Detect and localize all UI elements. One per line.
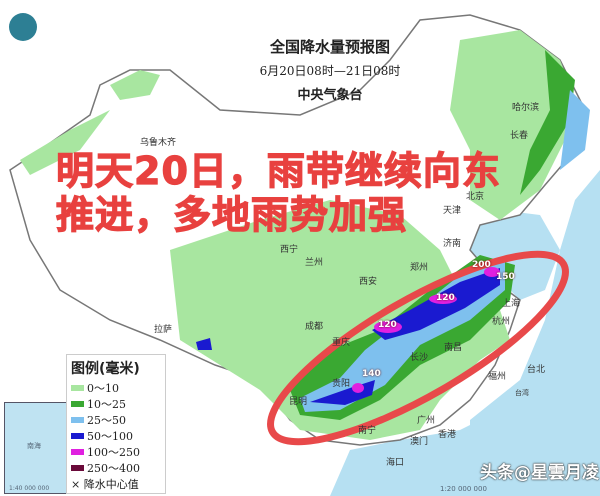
legend-swatch — [71, 385, 84, 391]
legend-item: 10～25 — [71, 396, 161, 412]
city-label: 南昌 — [444, 343, 463, 353]
city-label: 香港 — [438, 430, 457, 440]
legend-center-marker: × 降水中心值 — [71, 478, 139, 491]
legend-swatch — [71, 433, 84, 439]
rain-center-value: 200 — [472, 260, 491, 270]
city-label: 北京 — [466, 192, 485, 202]
legend-label: 50～100 — [87, 430, 133, 443]
city-label: 济南 — [443, 239, 462, 249]
rain-0-10-nw — [110, 70, 160, 100]
legend-label: 10～25 — [87, 398, 126, 411]
legend-label: 25～50 — [87, 414, 126, 427]
city-label: 兰州 — [305, 258, 324, 268]
issuer: 中央气象台 — [297, 88, 363, 103]
city-label: 西宁 — [280, 245, 299, 255]
city-label: 哈尔滨 — [512, 103, 540, 113]
city-label: 杭州 — [492, 317, 511, 327]
rain-10-25-ne — [520, 50, 575, 195]
city-label: 海口 — [386, 458, 405, 468]
city-label: 贵阳 — [332, 379, 351, 389]
city-label: 广州 — [417, 416, 436, 426]
legend-item: 0～10 — [71, 380, 161, 396]
rain-50-100-tibet — [196, 338, 212, 350]
rain-100-250-c — [484, 267, 500, 277]
city-label: 成都 — [305, 322, 324, 332]
inset-sea-label: 南海 — [27, 442, 41, 450]
forecast-period: 6月20日08时—21日08时 — [259, 64, 401, 78]
city-label: 天津 — [443, 206, 462, 216]
cma-logo — [9, 13, 37, 41]
rain-100-250-a — [374, 321, 402, 333]
inset-scale: 1:40 000 000 — [9, 485, 50, 492]
legend-label: 100～250 — [87, 446, 140, 459]
rain-50-100-main — [372, 268, 500, 340]
city-label: 乌鲁木齐 — [140, 138, 177, 148]
city-label: 郑州 — [410, 263, 429, 273]
city-label: 澳门 — [410, 437, 429, 447]
city-label: 南宁 — [358, 426, 377, 436]
rain-center-value: 120 — [378, 320, 397, 330]
legend-swatch — [71, 449, 84, 455]
city-label: 长沙 — [410, 353, 429, 363]
rain-center-value: 150 — [496, 272, 515, 282]
headline-line-1: 明天20日，雨带继续向东 — [55, 149, 501, 193]
watermark: 头条@星雲月凌 — [480, 463, 599, 483]
rain-center-value: 120 — [436, 293, 455, 303]
rain-100-250-d — [352, 383, 364, 393]
city-label: 台北 — [527, 365, 546, 375]
city-label: 拉萨 — [154, 325, 173, 335]
legend-swatch — [71, 465, 84, 471]
city-label: 重庆 — [332, 338, 351, 348]
south-china-sea-inset: 南海 1:40 000 000 — [4, 402, 68, 494]
legend: 图例(毫米) 0～10 10～25 25～50 50～100 100～250 2… — [66, 354, 166, 494]
legend-label: 0～10 — [87, 382, 119, 395]
city-label: 长春 — [510, 131, 529, 141]
rain-25-50-ne — [560, 90, 590, 170]
rain-0-10-west — [20, 110, 110, 175]
rain-0-10-area — [170, 200, 510, 440]
headline-line-2: 推进，多地雨势加强 — [55, 193, 408, 237]
city-label: 昆明 — [289, 397, 308, 407]
rain-center-value: 140 — [362, 369, 381, 379]
legend-swatch — [71, 401, 84, 407]
map-scale: 1:20 000 000 — [440, 485, 487, 493]
legend-item: 50～100 — [71, 428, 161, 444]
city-label: 台湾 — [515, 389, 529, 397]
city-label: 福州 — [488, 372, 507, 382]
highlight-ellipse — [267, 250, 569, 446]
legend-swatch — [71, 417, 84, 423]
legend-item: 25～50 — [71, 412, 161, 428]
map-title: 全国降水量预报图 — [269, 38, 390, 56]
legend-label: 250～400 — [87, 462, 140, 475]
city-label: 上海 — [502, 299, 521, 309]
south-sea — [330, 380, 600, 496]
rain-100-250-b — [429, 294, 457, 304]
legend-title: 图例(毫米) — [71, 361, 140, 377]
legend-item: 100～250 — [71, 444, 161, 460]
legend-item: 250～400 — [71, 460, 161, 476]
city-label: 西安 — [359, 277, 378, 287]
